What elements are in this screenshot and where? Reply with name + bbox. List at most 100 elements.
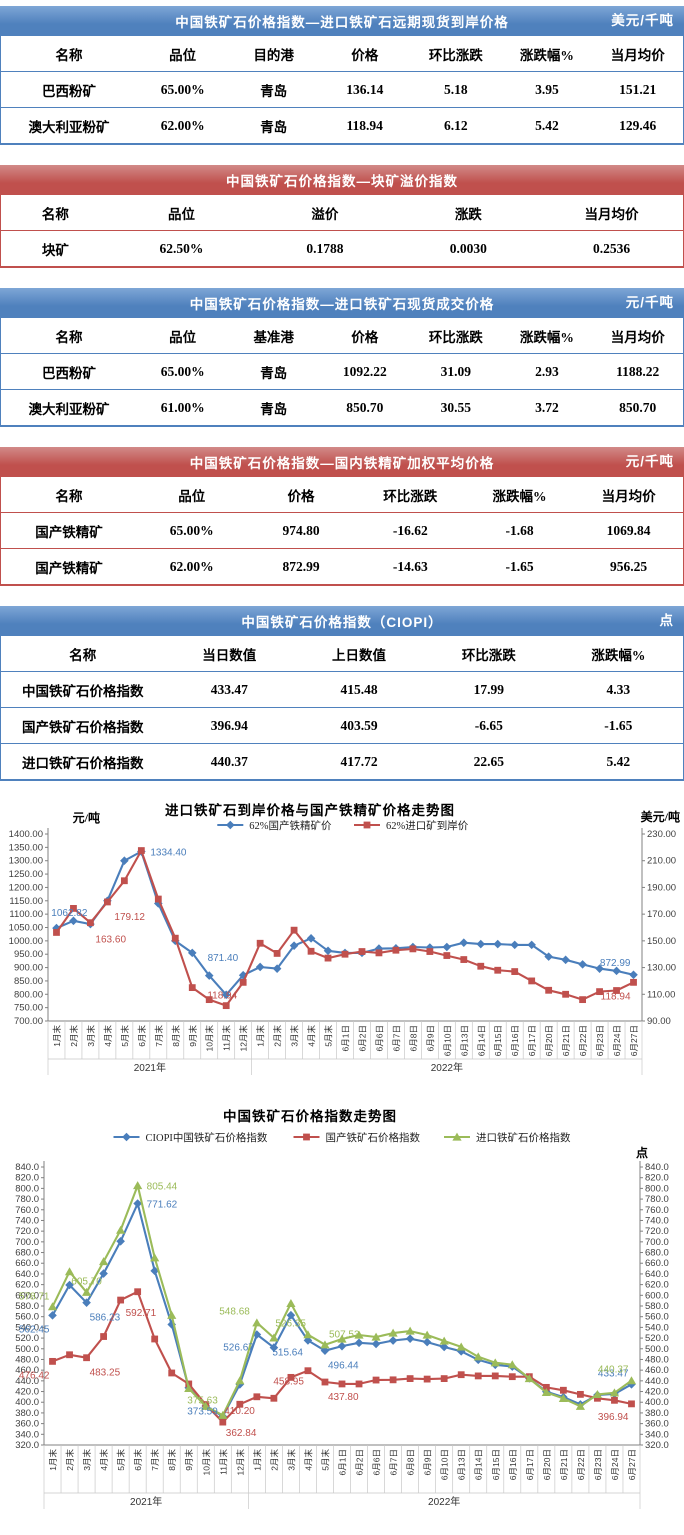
data-label: 526.35	[275, 1319, 306, 1330]
series-进口铁矿石价格指数	[47, 1181, 637, 1419]
table-unit-label: 美元/千吨	[611, 13, 674, 28]
cell-value: 956.25	[610, 558, 648, 574]
svg-text:6月1日: 6月1日	[338, 1449, 348, 1475]
cell-value: 30.55	[440, 399, 471, 415]
legend-label: 进口铁矿石价格指数	[476, 1131, 571, 1144]
svg-text:800.00: 800.00	[14, 989, 43, 1000]
svg-text:1400.00: 1400.00	[9, 829, 43, 840]
column-header: 价格	[351, 47, 379, 63]
svg-text:560.0: 560.0	[645, 1312, 669, 1323]
svg-text:480.0: 480.0	[15, 1354, 39, 1365]
svg-text:6月20日: 6月20日	[542, 1449, 552, 1480]
cell-value: 850.70	[619, 399, 657, 415]
right-axis-unit: 美元/吨	[641, 809, 680, 824]
data-label: 592.71	[126, 1308, 157, 1319]
row-name: 国产铁精矿	[35, 560, 103, 576]
import-spot-price-table-section: 中国铁矿石价格指数—进口铁矿石现货成交价格 元/千吨 名称 品位 基准港 价格 环比涨跌 涨跌…	[0, 288, 684, 427]
column-header: 当月均价	[601, 488, 656, 504]
data-label: 562.45	[19, 1324, 50, 1335]
header-row: 名称 品位 价格 环比涨跌 涨跌幅% 当月均价	[1, 477, 684, 513]
table-unit-label: 点	[659, 613, 674, 628]
cell-value: 17.99	[473, 681, 504, 697]
axes: 840.0820.0800.0780.0760.0740.0720.0700.0…	[15, 1161, 669, 1451]
svg-text:4月末: 4月末	[307, 1025, 317, 1047]
table-unit-label: 元/千吨	[625, 295, 674, 310]
legend-item: CIOPI中国铁矿石价格指数	[113, 1131, 268, 1144]
svg-text:480.0: 480.0	[645, 1354, 669, 1365]
svg-text:2月末: 2月末	[273, 1025, 283, 1047]
column-header: 上日数值	[332, 647, 387, 663]
svg-text:750.00: 750.00	[14, 1003, 43, 1014]
cell-value: 396.94	[210, 717, 248, 733]
data-label: 1334.40	[150, 848, 187, 859]
data-label: 375.63	[187, 1395, 218, 1406]
column-header: 环比涨跌	[428, 329, 483, 345]
table-title: 中国铁矿石价格指数—进口铁矿石现货成交价格	[189, 297, 495, 312]
svg-text:760.0: 760.0	[15, 1205, 39, 1216]
table-title-bar: 中国铁矿石价格指数—进口铁矿石远期现货到岸价格 美元/千吨	[0, 6, 684, 36]
svg-text:6月27日: 6月27日	[627, 1449, 637, 1480]
cell-value: 5.42	[535, 117, 559, 133]
table-title: 中国铁矿石价格指数—进口铁矿石远期现货到岸价格	[175, 15, 509, 30]
svg-text:1350.00: 1350.00	[9, 842, 43, 853]
table-title-bar: 中国铁矿石价格指数—进口铁矿石现货成交价格 元/千吨	[0, 288, 684, 318]
svg-text:2月末: 2月末	[65, 1449, 75, 1471]
x-axis-labels: 1月末 2月末 3月末 4月末 5月末 6月末 7月末 8月末 9月末 10月末 11月末 12月末 1…	[47, 1021, 643, 1060]
cell-value: 0.0030	[449, 240, 487, 256]
cell-value: 872.99	[282, 558, 320, 574]
x-axis-labels: 1月末 2月末 3月末 4月末 5月末 6月末 7月末 8月末 9月末 10月末 11月末 12月末 1…	[43, 1445, 641, 1494]
column-header: 环比涨跌	[383, 488, 438, 504]
svg-text:4月末: 4月末	[99, 1449, 109, 1471]
svg-text:1000.00: 1000.00	[9, 936, 43, 947]
data-label: 1062.82	[51, 908, 88, 919]
right-axis-unit: 点	[636, 1145, 648, 1160]
svg-text:620.0: 620.0	[15, 1280, 39, 1291]
table-row: 国产铁精矿 62.00% 872.99 -14.63 -1.65 956.25	[0, 548, 684, 586]
data-label: 771.62	[147, 1200, 178, 1211]
svg-text:6月末: 6月末	[137, 1025, 147, 1047]
table-row: 澳大利亚粉矿 62.00% 青岛 118.94 6.12 5.42 129.46	[0, 107, 684, 145]
chart-legend: 62%国产铁精矿价 62%进口矿到岸价	[217, 819, 469, 832]
svg-text:230.00: 230.00	[647, 829, 676, 840]
svg-text:1050.00: 1050.00	[9, 923, 43, 934]
cell-value: -14.63	[392, 558, 428, 574]
row-name: 国产铁精矿	[35, 524, 103, 540]
domestic-concentrate-price-table: 名称 品位 价格 环比涨跌 涨跌幅% 当月均价 国产铁精矿 65.00% 974.80 -16.6…	[0, 477, 684, 586]
series-62%进口矿到岸价	[53, 847, 637, 1010]
svg-text:6月7日: 6月7日	[391, 1025, 401, 1051]
svg-text:5月末: 5月末	[320, 1449, 330, 1471]
table-title: 中国铁矿石价格指数（CIOPI）	[241, 615, 443, 630]
data-label: 362.84	[226, 1428, 257, 1439]
svg-text:580.0: 580.0	[645, 1301, 669, 1312]
svg-text:400.0: 400.0	[645, 1397, 669, 1408]
svg-text:820.0: 820.0	[645, 1173, 669, 1184]
table-title: 中国铁矿石价格指数—国内铁精矿加权平均价格	[189, 456, 495, 471]
cell-value: 3.95	[535, 81, 559, 97]
svg-text:3月末: 3月末	[82, 1449, 92, 1471]
svg-text:1100.00: 1100.00	[9, 909, 43, 920]
svg-text:6月17日: 6月17日	[525, 1449, 535, 1480]
svg-text:740.0: 740.0	[15, 1215, 39, 1226]
column-header: 价格	[351, 329, 379, 345]
svg-text:110.00: 110.00	[647, 989, 675, 1000]
data-label: 118.94	[601, 991, 631, 1002]
column-header: 涨跌	[454, 206, 482, 222]
svg-text:6月21日: 6月21日	[559, 1449, 569, 1480]
svg-text:3月末: 3月末	[286, 1449, 296, 1471]
cell-value: 5.42	[606, 753, 631, 769]
left-axis-unit: 元/吨	[73, 810, 100, 825]
column-header: 价格	[287, 488, 315, 504]
data-label: 163.60	[95, 935, 126, 946]
svg-text:6月13日: 6月13日	[457, 1449, 467, 1480]
table-unit-label: 元/千吨	[625, 454, 674, 469]
column-header: 基准港	[253, 329, 294, 345]
axes: 1400.00 1350.00 1300.00 1250.00 1200.00 1150.…	[9, 828, 676, 1027]
column-header: 涨跌幅%	[492, 488, 547, 504]
row-name: 巴西粉矿	[42, 365, 97, 381]
domestic-concentrate-price-table-section: 中国铁矿石价格指数—国内铁精矿加权平均价格 元/千吨 名称 品位 价格 环比涨跌 涨跌幅% 当…	[0, 447, 684, 586]
svg-text:440.0: 440.0	[645, 1376, 669, 1387]
svg-text:460.0: 460.0	[645, 1365, 669, 1376]
svg-text:6月末: 6月末	[133, 1449, 143, 1471]
